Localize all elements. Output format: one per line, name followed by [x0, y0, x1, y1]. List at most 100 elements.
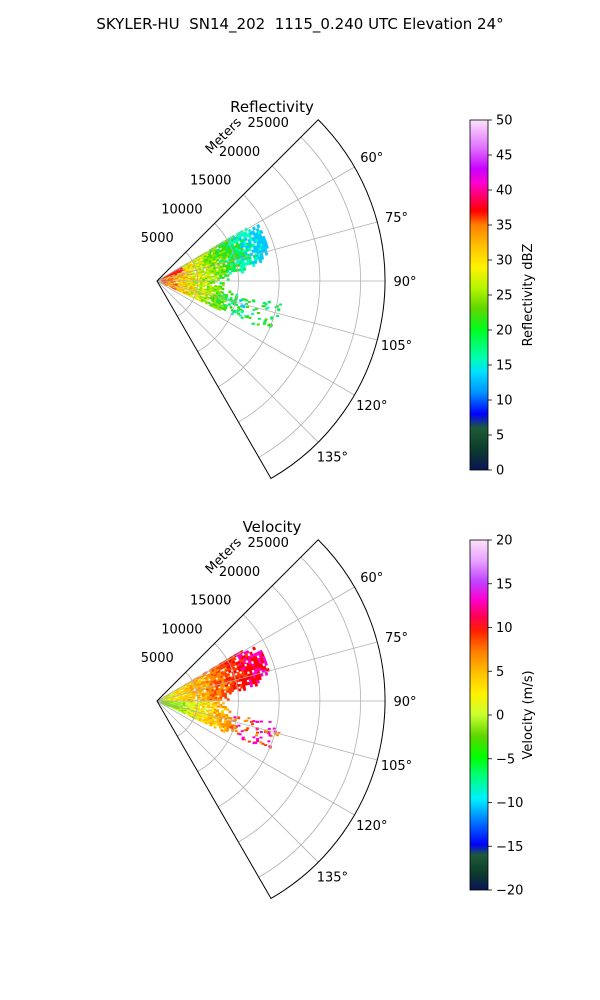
azimuth-tick-label: 90°	[393, 275, 416, 290]
echo-cell	[229, 305, 233, 310]
echo-cell	[240, 730, 244, 733]
echo-cell	[200, 299, 204, 303]
echo-cell	[231, 311, 235, 314]
echo-cell	[262, 322, 266, 325]
colorbar-tick-label: 5	[496, 665, 504, 680]
echo-cell	[256, 323, 260, 326]
echo-cell	[237, 312, 241, 315]
echo-cell	[275, 734, 279, 737]
colorbar	[469, 539, 489, 891]
echo-cell	[204, 271, 208, 275]
echo-cell	[259, 229, 264, 235]
echo-cell	[249, 683, 254, 688]
range-ring	[177, 671, 199, 737]
echo-cell	[239, 308, 243, 311]
echo-cell	[257, 312, 260, 314]
echo-cell	[216, 698, 220, 701]
echo-cell	[240, 316, 244, 319]
azimuth-tick-label: 90°	[393, 695, 416, 710]
echo-cell	[264, 661, 268, 667]
echo-cell	[233, 719, 236, 722]
echo-cell	[226, 274, 230, 277]
echo-cell	[182, 285, 186, 288]
echo-cell	[190, 688, 194, 692]
echo-cell	[175, 281, 179, 283]
echo-cell	[259, 736, 263, 739]
echo-cell	[241, 738, 245, 741]
echo-cell	[256, 738, 260, 740]
azimuth-spoke	[156, 166, 355, 282]
echo-cell	[211, 272, 215, 275]
echo-cell	[202, 699, 206, 701]
echo-cell	[254, 260, 258, 264]
range-tick-label: 5000	[141, 231, 174, 246]
azimuth-spoke	[156, 280, 319, 443]
azimuth-tick-label: 120°	[356, 399, 387, 414]
echo-cell	[267, 727, 271, 730]
echo-cell	[216, 693, 220, 696]
colorbar-tick-label: 35	[496, 219, 513, 234]
echo-cell	[238, 733, 242, 736]
echo-cell	[264, 729, 268, 732]
echo-cell	[252, 263, 256, 268]
echo-cell	[221, 283, 225, 287]
echo-cell	[164, 284, 168, 287]
azimuth-tick-label: 105°	[381, 759, 412, 774]
echo-cell	[255, 728, 259, 731]
echo-cell	[259, 741, 263, 744]
echo-cell	[241, 736, 245, 739]
echo-cell	[222, 729, 226, 734]
echo-cell	[259, 731, 263, 733]
echo-cell	[262, 305, 266, 307]
echo-cell	[256, 679, 260, 684]
echo-cell	[167, 705, 170, 708]
echo-cell	[240, 270, 245, 274]
echo-cell	[251, 646, 257, 651]
echo-cell	[209, 278, 213, 281]
echo-cell	[216, 273, 220, 276]
echo-cell	[177, 703, 181, 706]
echo-cell	[273, 732, 277, 735]
colorbar-tick-label: 10	[496, 394, 513, 409]
echo-cell	[180, 703, 184, 706]
echo-cell	[220, 300, 225, 304]
echo-cell	[172, 281, 176, 284]
echo-cell	[245, 316, 249, 319]
echo-cell	[260, 255, 265, 260]
azimuth-tick-label: 135°	[317, 450, 348, 465]
echo-cell	[276, 305, 279, 308]
echo-cell	[252, 742, 256, 745]
echo-cell	[221, 282, 225, 285]
echo-cell	[230, 313, 234, 316]
echo-cell	[185, 702, 189, 704]
echo-cell	[223, 307, 227, 312]
azimuth-tick-label: 60°	[360, 151, 383, 166]
echo-cell	[220, 291, 224, 294]
echo-field	[160, 223, 282, 328]
echo-cell	[252, 308, 256, 311]
colorbar-tick-label: 20	[496, 534, 513, 549]
colorbar-tick-label: 0	[496, 709, 504, 724]
echo-cell	[256, 740, 259, 742]
echo-cell	[264, 730, 268, 733]
range-ring	[258, 556, 361, 878]
colorbar-tick-label: 25	[496, 289, 513, 304]
echo-cell	[187, 703, 191, 705]
echo-cell	[242, 687, 247, 691]
echo-cell	[221, 705, 225, 709]
echo-cell	[237, 724, 241, 727]
echo-cell	[234, 730, 238, 733]
echo-cell	[257, 317, 261, 320]
range-tick-label: 25000	[248, 536, 289, 551]
echo-cell	[202, 279, 206, 281]
echo-cell	[264, 671, 269, 676]
echo-cell	[226, 698, 230, 701]
colorbar-label: Velocity (m/s)	[521, 670, 536, 759]
echo-cell	[241, 298, 244, 301]
echo-cell	[168, 701, 172, 704]
echo-cell	[267, 740, 271, 743]
echo-cell	[236, 732, 240, 735]
panel-title: Velocity	[243, 518, 302, 536]
echo-cell	[216, 702, 220, 705]
